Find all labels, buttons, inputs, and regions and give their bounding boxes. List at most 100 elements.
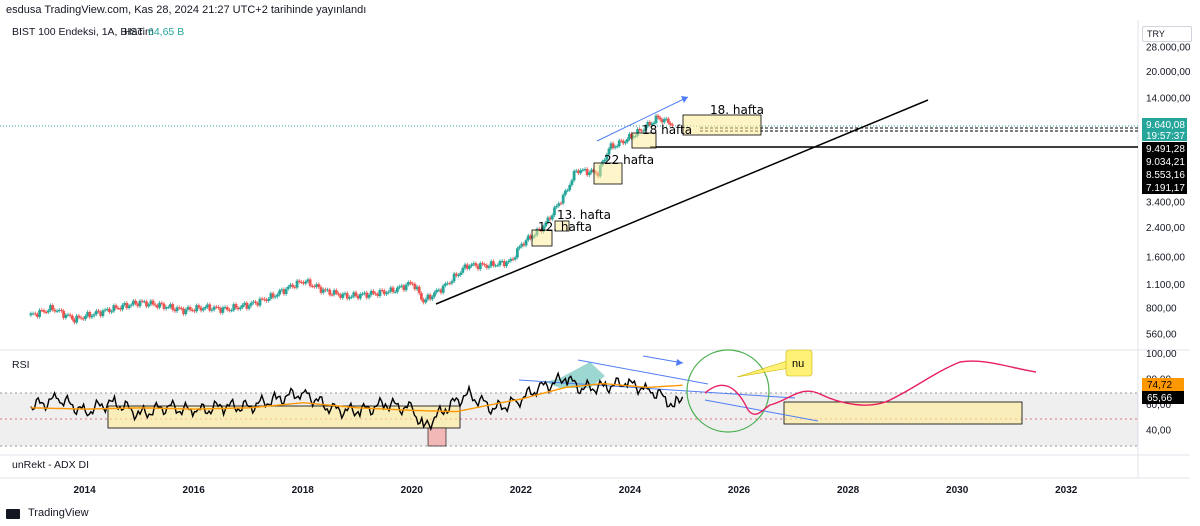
candle-body — [563, 190, 567, 195]
candle-body — [430, 296, 434, 300]
candle-body — [557, 203, 561, 206]
candle-body — [513, 257, 517, 260]
time-tick: 2022 — [510, 485, 533, 496]
candle-body — [81, 318, 85, 320]
rsi-range-box-right[interactable] — [783, 401, 1023, 425]
candle-body — [415, 286, 419, 290]
candle-body — [590, 169, 593, 173]
candle-body — [140, 300, 144, 302]
candle-body — [358, 294, 362, 299]
price-tick: 20.000,00 — [1146, 67, 1191, 78]
rsi-overbought-fill — [545, 362, 605, 388]
rsi-ma-line — [30, 382, 683, 413]
candle-body — [60, 309, 63, 311]
candle-body — [371, 290, 375, 294]
candle-body — [542, 226, 545, 232]
box-13-hafta[interactable] — [554, 220, 570, 232]
candle-body — [204, 307, 207, 309]
time-axis[interactable]: 2014 2016 2018 2020 2022 2024 2026 2028 2030 2032 — [73, 485, 1077, 496]
rsi-ma-badge — [1142, 378, 1184, 391]
price-badge-last-value: 9.640,08 — [1146, 120, 1185, 131]
candle-body — [529, 235, 532, 239]
candle-body — [385, 292, 388, 295]
rsi-tick: 100,00 — [1146, 349, 1177, 360]
candle-body — [260, 298, 264, 300]
candle-body — [485, 265, 489, 268]
candle-body — [472, 263, 476, 265]
annotation-18-hafta: 18 hafta — [642, 123, 692, 137]
rsi-label: RSI — [12, 359, 30, 371]
rsi-badge-value: 65,66 — [1147, 393, 1172, 404]
candle-body — [640, 130, 644, 132]
candle-body — [603, 159, 607, 162]
tradingview-logo-icon — [6, 509, 20, 519]
candle-body — [190, 309, 194, 311]
candle-body — [73, 319, 76, 323]
candle-body — [101, 310, 105, 317]
annotation-18-hafta-current: 18. hafta — [710, 103, 764, 117]
candle-body — [650, 123, 654, 126]
candle-body — [214, 306, 218, 308]
time-tick: 2018 — [292, 485, 315, 496]
rsi-low-marker[interactable] — [427, 427, 447, 447]
box-18-hafta[interactable] — [631, 132, 657, 149]
candle-body — [284, 288, 288, 295]
candle-body — [121, 304, 124, 310]
callout-text: nu — [792, 358, 804, 370]
candle-body — [136, 303, 140, 307]
currency-label[interactable]: TRY — [1142, 26, 1192, 42]
volume-label: Hacim — [124, 26, 154, 38]
candle-body — [219, 308, 223, 313]
candle-body — [134, 300, 138, 304]
box-22-hafta[interactable] — [593, 162, 623, 185]
rsi-channel-ext[interactable] — [704, 399, 819, 422]
time-tick: 2024 — [619, 485, 642, 496]
candle-body — [668, 122, 672, 125]
candle-body — [419, 293, 423, 300]
candle-body — [265, 299, 268, 301]
price-tick: 2.400,00 — [1146, 223, 1185, 234]
candle-body — [343, 293, 347, 295]
rsi-channel-bottom[interactable] — [518, 379, 796, 399]
candle-body — [180, 308, 183, 310]
candle-body — [269, 293, 273, 299]
candle-body — [422, 299, 425, 303]
rsi-projection[interactable] — [704, 360, 1037, 415]
rsi-channel-top[interactable] — [577, 359, 709, 385]
candle-body — [646, 122, 650, 127]
callout-box[interactable] — [785, 349, 813, 377]
candle-body — [654, 115, 658, 123]
box-18-hafta-current[interactable] — [682, 114, 762, 136]
box-12-hafta[interactable] — [531, 229, 553, 247]
candle-body — [613, 146, 617, 148]
candle-body — [511, 258, 515, 260]
candle-body — [448, 283, 452, 285]
candle-body — [153, 304, 157, 306]
price-axis[interactable]: 28.000,00 20.000,00 14.000,00 3.400,00 2.400… — [1146, 42, 1191, 340]
candle-body — [644, 126, 648, 131]
candle-body — [62, 310, 66, 318]
candle-body — [518, 246, 521, 249]
candle-body — [498, 261, 502, 266]
footer-brand: TradingView — [28, 507, 89, 519]
rsi-arrow-head — [676, 359, 683, 366]
rsi-highlight-circle[interactable] — [686, 349, 770, 433]
rsi-arrow[interactable] — [642, 355, 684, 364]
candle-body — [125, 302, 129, 309]
candle-body — [84, 316, 87, 320]
candle-body — [291, 284, 295, 287]
candle-body — [537, 228, 541, 230]
candle-body — [395, 287, 399, 292]
candle-body — [241, 304, 244, 308]
candle-body — [271, 293, 275, 298]
candle-body — [302, 282, 305, 284]
candle-body — [389, 287, 393, 292]
candle-body — [173, 309, 177, 312]
trendline-up[interactable] — [435, 99, 929, 305]
candle-body — [197, 305, 201, 308]
rsi-range-box-left[interactable] — [107, 405, 461, 429]
arrow-trend-top[interactable] — [596, 96, 689, 142]
candle-body — [330, 294, 334, 296]
candle-body — [441, 285, 445, 293]
